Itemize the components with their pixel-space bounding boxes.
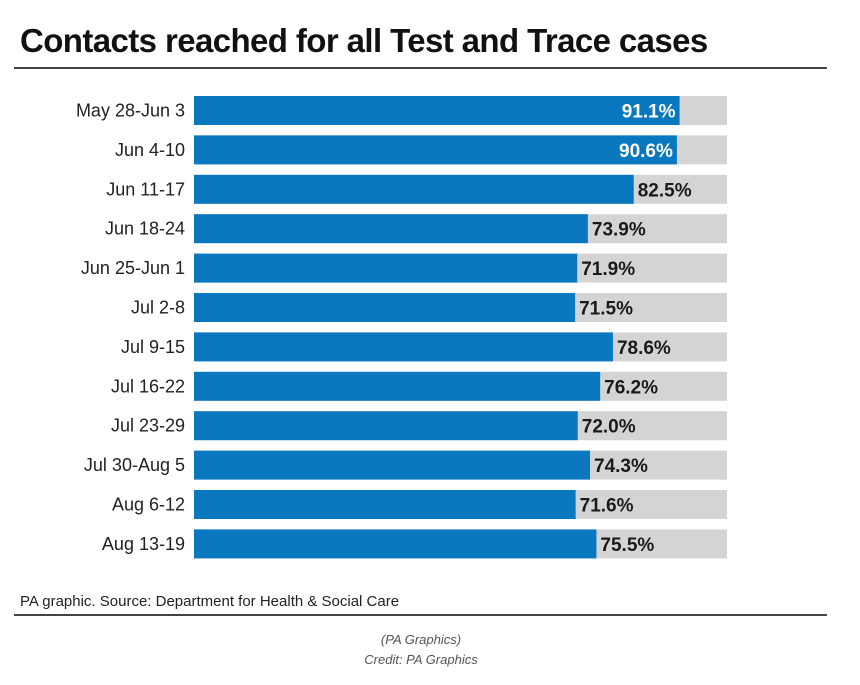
value-label: 72.0% bbox=[582, 417, 636, 438]
category-label: Aug 13-19 bbox=[102, 534, 185, 554]
value-label: 82.5% bbox=[638, 180, 692, 201]
bar bbox=[194, 332, 613, 362]
bar bbox=[194, 174, 634, 204]
value-label: 74.3% bbox=[594, 456, 648, 477]
category-label: Jul 23-29 bbox=[111, 416, 185, 436]
chart-title: Contacts reached for all Test and Trace … bbox=[20, 22, 708, 59]
footer-divider bbox=[14, 614, 827, 616]
bar bbox=[194, 529, 597, 559]
value-label: 90.6% bbox=[619, 141, 673, 162]
bar bbox=[194, 411, 578, 441]
bar bbox=[194, 96, 680, 125]
value-label: 75.5% bbox=[600, 535, 654, 556]
bar bbox=[194, 253, 578, 283]
category-label: Jul 2-8 bbox=[131, 298, 185, 318]
bar bbox=[194, 450, 591, 480]
caption-line-2: Credit: PA Graphics bbox=[364, 652, 478, 667]
bar bbox=[194, 214, 588, 244]
category-label: Jun 18-24 bbox=[105, 219, 185, 239]
category-label: May 28-Jun 3 bbox=[76, 101, 185, 121]
category-label: Jul 9-15 bbox=[121, 337, 185, 357]
category-label: Jul 30-Aug 5 bbox=[84, 455, 185, 475]
value-label: 91.1% bbox=[622, 102, 676, 123]
source-note: PA graphic. Source: Department for Healt… bbox=[20, 593, 400, 610]
value-label: 71.6% bbox=[580, 496, 634, 517]
category-label: Jul 16-22 bbox=[111, 376, 185, 396]
bar-chart: May 28-Jun 3 91.1% Jun 4-10 90.6% Jun 11-17 8… bbox=[76, 96, 727, 559]
caption-line-1: (PA Graphics) bbox=[380, 632, 462, 647]
bar bbox=[194, 293, 576, 322]
value-label: 71.5% bbox=[579, 299, 633, 320]
bar bbox=[194, 371, 601, 401]
category-label: Aug 6-12 bbox=[112, 495, 185, 515]
value-label: 78.6% bbox=[617, 338, 671, 359]
bar bbox=[194, 490, 576, 519]
value-label: 76.2% bbox=[604, 377, 658, 398]
value-label: 73.9% bbox=[592, 220, 646, 241]
value-label: 71.9% bbox=[581, 259, 635, 280]
bar bbox=[194, 135, 677, 165]
title-divider bbox=[14, 67, 827, 69]
category-label: Jun 25-Jun 1 bbox=[81, 258, 185, 278]
category-label: Jun 11-17 bbox=[106, 179, 185, 199]
category-label: Jun 4-10 bbox=[115, 140, 185, 160]
